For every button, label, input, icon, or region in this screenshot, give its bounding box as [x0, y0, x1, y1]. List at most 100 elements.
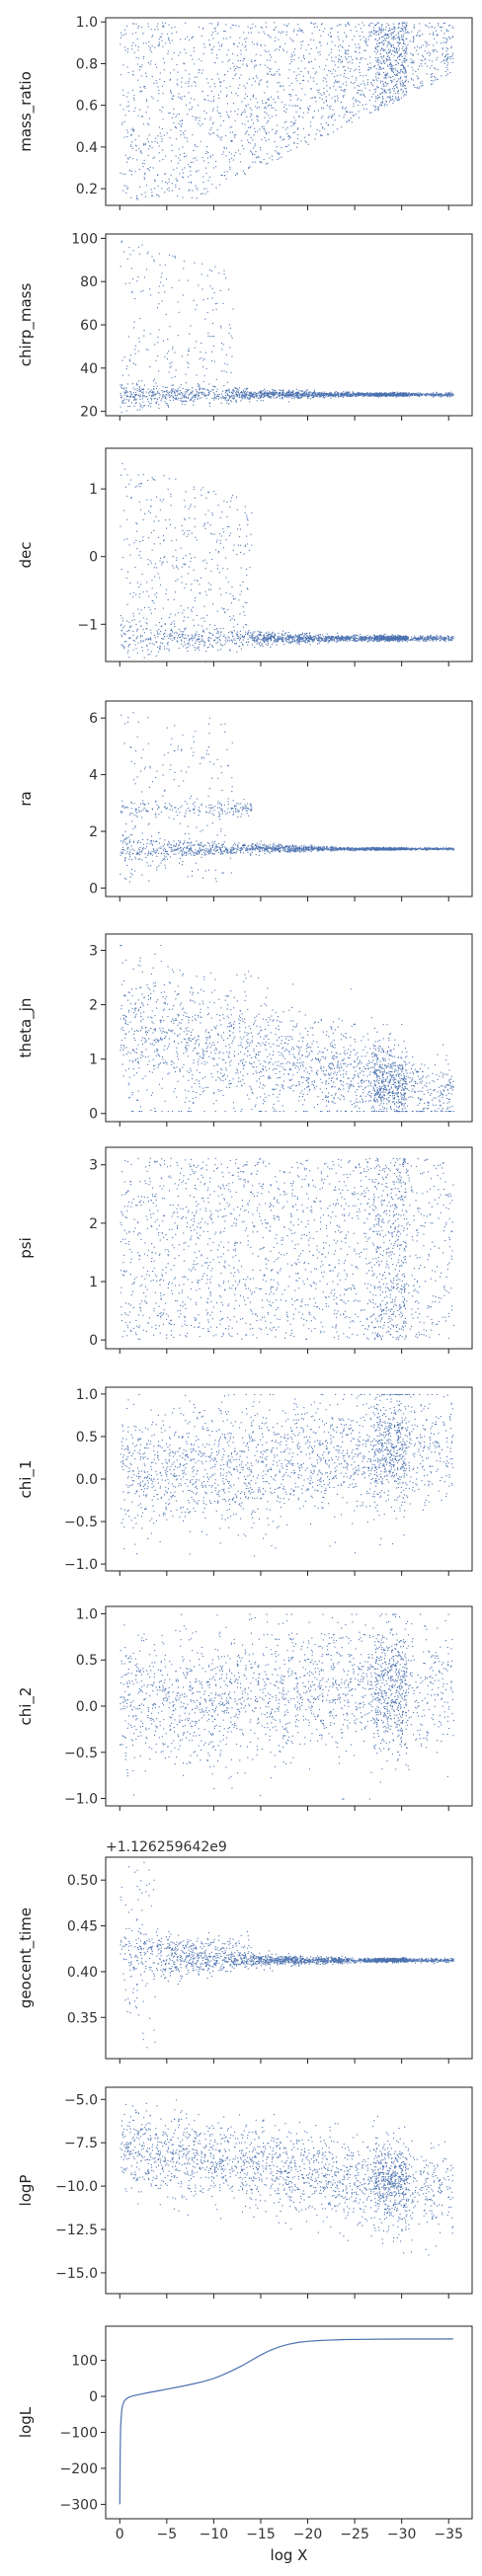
- data-point: [436, 394, 438, 396]
- data-point: [309, 393, 311, 395]
- data-point: [386, 83, 388, 85]
- data-point: [295, 94, 297, 96]
- data-point: [222, 645, 224, 647]
- data-point: [171, 117, 173, 118]
- data-point: [364, 87, 366, 89]
- data-point: [426, 45, 428, 47]
- data-point: [269, 59, 271, 61]
- data-point: [230, 153, 232, 155]
- data-point: [161, 33, 163, 35]
- data-point: [403, 42, 405, 44]
- data-point: [381, 102, 383, 104]
- data-point: [183, 177, 185, 179]
- data-point: [422, 85, 424, 87]
- data-point: [127, 101, 129, 103]
- data-point: [314, 394, 316, 396]
- data-point: [252, 23, 254, 25]
- data-point: [375, 31, 377, 33]
- data-point: [365, 392, 367, 394]
- data-point: [303, 396, 305, 398]
- data-point: [347, 53, 349, 55]
- data-point: [430, 73, 432, 75]
- data-point: [402, 392, 404, 394]
- data-point: [290, 95, 292, 97]
- data-point: [209, 402, 211, 404]
- data-point: [412, 62, 414, 64]
- data-point: [378, 42, 380, 44]
- data-point: [135, 394, 137, 396]
- data-point: [370, 96, 372, 98]
- data-point: [250, 393, 252, 395]
- data-point: [444, 393, 446, 395]
- data-point: [193, 404, 195, 406]
- data-point: [217, 398, 219, 400]
- data-point: [334, 100, 336, 102]
- data-point: [404, 87, 406, 89]
- data-point: [404, 76, 406, 78]
- data-point: [364, 393, 366, 395]
- data-point: [171, 395, 173, 397]
- data-point: [210, 101, 212, 103]
- data-point: [196, 170, 198, 172]
- data-point: [400, 68, 402, 70]
- data-point: [182, 131, 184, 133]
- data-point: [352, 392, 354, 394]
- data-point: [156, 401, 158, 403]
- data-point: [202, 28, 204, 30]
- data-point: [120, 401, 122, 403]
- data-point: [384, 89, 386, 91]
- data-point: [162, 93, 164, 95]
- data-point: [297, 397, 299, 399]
- data-point: [314, 23, 316, 25]
- data-point: [212, 309, 214, 311]
- data-point: [272, 391, 274, 393]
- data-point: [191, 106, 193, 108]
- data-point: [425, 393, 427, 395]
- data-point: [302, 394, 304, 396]
- data-point: [254, 131, 256, 133]
- data-point: [235, 399, 237, 401]
- data-point: [181, 403, 183, 405]
- data-point: [213, 396, 215, 398]
- data-point: [216, 568, 218, 570]
- data-point: [145, 269, 147, 271]
- data-point: [205, 395, 207, 397]
- data-point: [120, 625, 121, 627]
- data-point: [142, 394, 144, 396]
- data-point: [333, 85, 335, 87]
- data-point: [206, 647, 208, 649]
- data-point: [375, 23, 377, 25]
- data-point: [259, 128, 261, 130]
- data-point: [304, 391, 306, 393]
- data-point: [205, 650, 207, 652]
- data-point: [368, 100, 370, 102]
- data-point: [373, 110, 375, 112]
- data-point: [127, 158, 129, 160]
- data-point: [287, 144, 289, 146]
- data-point: [132, 250, 134, 252]
- data-point: [182, 196, 184, 198]
- data-point: [235, 134, 237, 136]
- data-point: [292, 391, 294, 393]
- data-point: [293, 59, 295, 61]
- data-point: [234, 394, 236, 396]
- data-point: [378, 392, 380, 394]
- data-point: [338, 395, 340, 397]
- data-point: [392, 102, 394, 104]
- data-point: [256, 116, 258, 117]
- data-point: [247, 139, 249, 141]
- data-point: [306, 637, 308, 639]
- data-point: [306, 392, 308, 394]
- data-point: [366, 394, 368, 396]
- data-point: [209, 86, 211, 88]
- data-point: [321, 394, 323, 396]
- data-point: [342, 394, 344, 396]
- data-point: [193, 401, 195, 403]
- data-point: [387, 31, 389, 33]
- data-point: [311, 392, 313, 394]
- data-point: [194, 76, 196, 78]
- data-point: [199, 117, 201, 118]
- data-point: [131, 44, 133, 46]
- data-point: [287, 77, 289, 79]
- data-point: [227, 399, 229, 401]
